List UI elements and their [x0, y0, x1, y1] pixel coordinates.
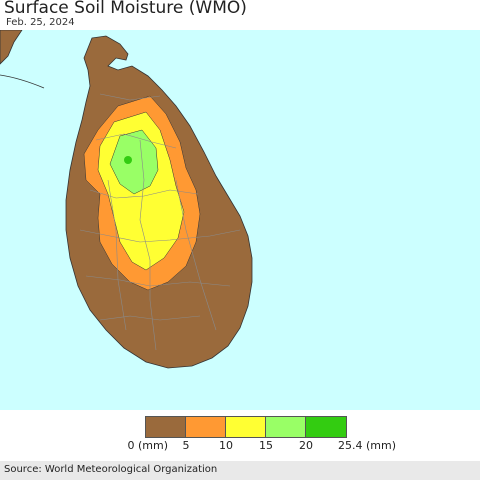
legend: [145, 416, 347, 438]
legend-tick-4: 20: [299, 439, 313, 452]
footer: Source: World Meteorological Organizatio…: [0, 461, 480, 480]
india-landmass: [0, 30, 23, 65]
district-borders: [79, 93, 241, 351]
map-title: Surface Soil Moisture (WMO): [4, 0, 247, 18]
legend-tick-2: 10: [219, 439, 233, 452]
legend-swatch-0: [146, 417, 186, 437]
legend-tick-1: 5: [182, 439, 190, 452]
legend-tick-5: 25.4 (mm): [338, 439, 397, 452]
legend-swatch-1: [186, 417, 226, 437]
legend-colorbar: [145, 416, 347, 438]
legend-swatch-3: [266, 417, 306, 437]
legend-tick-0: 0 (mm): [127, 439, 168, 452]
map-date: Feb. 25, 2024: [6, 17, 75, 28]
source-label: Source: World Meteorological Organizatio…: [4, 464, 218, 475]
moisture-zone-15-20: [109, 129, 159, 195]
moisture-zone-20-25: [124, 156, 132, 164]
legend-swatch-4: [306, 417, 346, 437]
legend-swatch-2: [226, 417, 266, 437]
soil-moisture-map: [0, 30, 480, 410]
coast-line: [0, 74, 45, 89]
legend-tick-3: 15: [259, 439, 273, 452]
